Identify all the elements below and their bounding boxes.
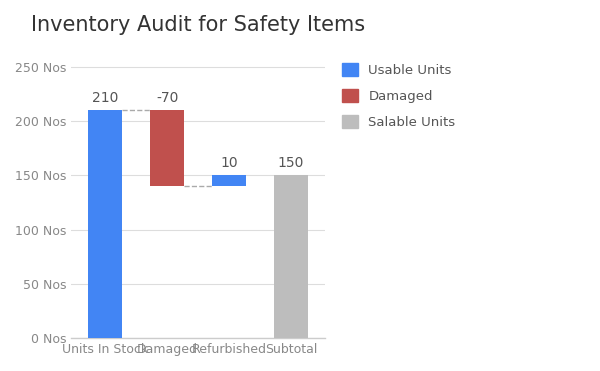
- Title: Inventory Audit for Safety Items: Inventory Audit for Safety Items: [31, 15, 365, 35]
- Legend: Usable Units, Damaged, Salable Units: Usable Units, Damaged, Salable Units: [337, 58, 461, 134]
- Text: -70: -70: [156, 91, 178, 105]
- Text: 10: 10: [220, 156, 238, 170]
- Bar: [150, 110, 184, 186]
- Text: 150: 150: [278, 156, 304, 170]
- Bar: [274, 175, 308, 338]
- Bar: [88, 110, 122, 338]
- Bar: [212, 175, 246, 186]
- Text: 210: 210: [92, 91, 118, 105]
